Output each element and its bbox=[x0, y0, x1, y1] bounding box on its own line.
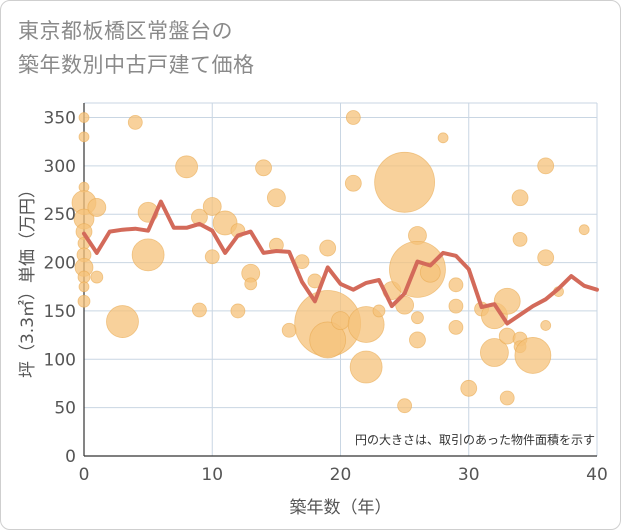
data-bubble bbox=[78, 281, 90, 293]
data-bubble bbox=[479, 338, 509, 367]
trend-line bbox=[82, 199, 599, 326]
data-bubble bbox=[78, 131, 90, 143]
size-note: 円の大きさは、取引のあった物件面積を示す bbox=[355, 432, 595, 447]
y-tick-label: 200 bbox=[44, 254, 76, 274]
tick-labels: 0 50 100 150 200 250 300 350 0 10 20 30 40 bbox=[44, 109, 608, 485]
x-axis-label: 築年数（年） bbox=[290, 498, 392, 518]
data-bubble bbox=[511, 189, 529, 207]
y-tick-label: 300 bbox=[44, 157, 76, 177]
data-bubble bbox=[397, 398, 413, 414]
data-bubble bbox=[389, 240, 446, 298]
data-bubble bbox=[331, 311, 350, 331]
data-bubble bbox=[448, 277, 464, 293]
data-bubble bbox=[537, 249, 555, 267]
trend-line-layer bbox=[82, 199, 599, 326]
data-bubble bbox=[202, 197, 222, 216]
data-bubble bbox=[372, 304, 386, 318]
chart-title-line2: 築年数別中古戸建て価格 bbox=[18, 53, 255, 77]
data-bubble bbox=[319, 239, 337, 257]
x-tick-label: 30 bbox=[458, 465, 480, 485]
data-bubble bbox=[90, 270, 104, 284]
data-bubble bbox=[419, 261, 441, 283]
data-bubble bbox=[374, 151, 436, 213]
data-bubble bbox=[349, 350, 383, 384]
x-tick-label: 40 bbox=[586, 465, 608, 485]
y-tick-label: 250 bbox=[44, 205, 76, 225]
y-tick-label: 350 bbox=[44, 109, 76, 129]
data-bubble bbox=[448, 319, 464, 335]
data-bubble bbox=[309, 321, 347, 359]
data-bubble bbox=[493, 287, 521, 315]
data-bubble bbox=[281, 322, 297, 338]
x-tick-label: 20 bbox=[330, 465, 352, 485]
data-bubble bbox=[131, 238, 165, 272]
data-bubble bbox=[409, 331, 426, 349]
data-bubble bbox=[255, 159, 272, 177]
data-bubble bbox=[499, 390, 515, 406]
data-bubble bbox=[244, 277, 258, 291]
data-bubble bbox=[127, 114, 143, 130]
y-tick-label: 100 bbox=[44, 350, 76, 370]
data-bubble bbox=[87, 198, 107, 217]
data-bubble bbox=[514, 337, 552, 374]
data-bubble bbox=[78, 112, 90, 123]
chart-title: 東京都板橋区常盤台の 築年数別中古戸建て価格 bbox=[18, 14, 255, 82]
data-bubble bbox=[77, 294, 91, 308]
y-tick-label: 50 bbox=[54, 399, 76, 419]
data-bubble bbox=[175, 155, 199, 179]
x-tick-label: 0 bbox=[79, 465, 90, 485]
data-bubble bbox=[578, 224, 590, 236]
data-bubble bbox=[540, 320, 552, 331]
data-bubble bbox=[192, 302, 207, 318]
data-bubble bbox=[498, 327, 516, 345]
data-bubble bbox=[345, 110, 361, 125]
data-bubble bbox=[77, 270, 91, 284]
data-bubble bbox=[204, 249, 220, 265]
data-bubble bbox=[106, 305, 139, 338]
data-bubble bbox=[344, 174, 362, 192]
bubble-layer bbox=[71, 110, 590, 414]
data-bubble bbox=[512, 231, 528, 247]
chart-title-line1: 東京都板橋区常盤台の bbox=[18, 19, 233, 43]
y-tick-label: 150 bbox=[44, 302, 76, 322]
data-bubble bbox=[460, 379, 478, 397]
data-bubble bbox=[266, 188, 286, 208]
y-axis-label: 坪（3.3㎡）単価（万円） bbox=[18, 181, 38, 378]
data-bubble bbox=[230, 303, 246, 319]
data-bubble bbox=[537, 157, 555, 175]
x-tick-label: 10 bbox=[201, 465, 223, 485]
data-bubble bbox=[437, 132, 449, 144]
y-tick-label: 0 bbox=[65, 447, 76, 467]
data-bubble bbox=[411, 311, 424, 325]
data-bubble bbox=[448, 298, 464, 314]
